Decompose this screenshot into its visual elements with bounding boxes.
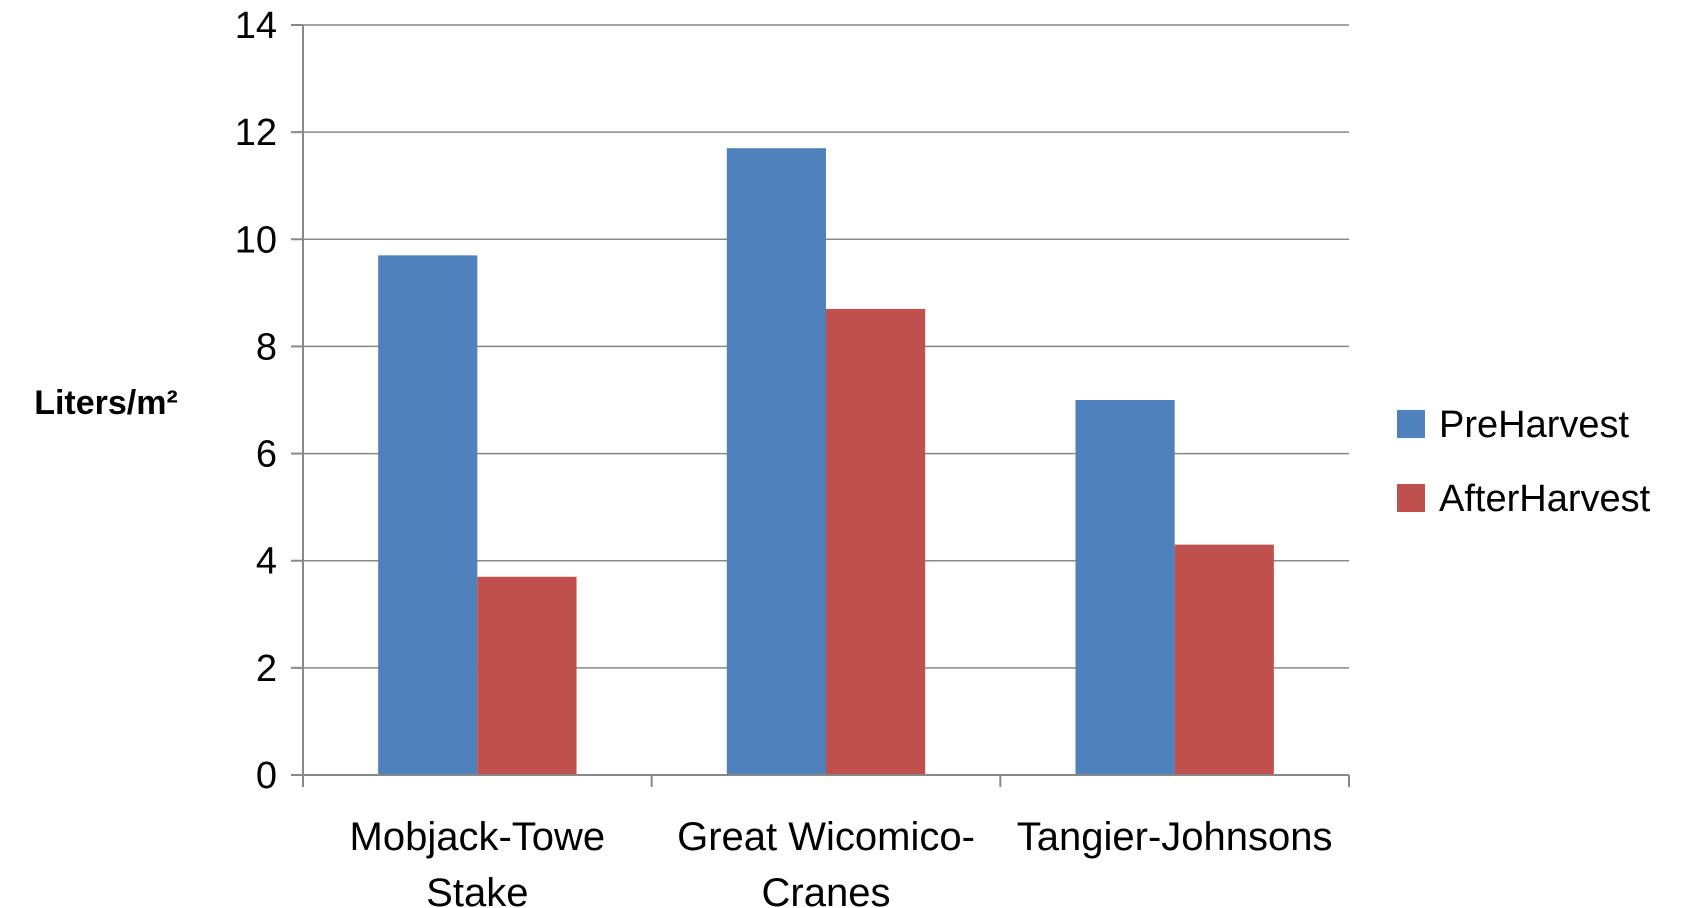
y-tick-label: 6: [256, 434, 277, 476]
bar-preharvest: [726, 148, 826, 775]
legend-label: PreHarvest: [1439, 404, 1629, 446]
y-tick-labels: 0 2 4 6 8 10 12 14: [235, 5, 303, 797]
legend-label: AfterHarvest: [1439, 478, 1651, 520]
y-tick-label: 12: [235, 112, 277, 154]
bar-afterharvest: [826, 308, 926, 775]
x-category-label: Mobjack-Towe Stake: [350, 815, 606, 908]
y-tick-label: 14: [235, 5, 277, 47]
bar-preharvest: [378, 255, 478, 775]
x-category-label: Great Wicomico-Cranes: [677, 815, 975, 908]
legend-swatch: [1397, 410, 1425, 438]
y-tick-label: 4: [256, 541, 277, 583]
legend-swatch: [1397, 484, 1425, 512]
y-tick-label: 2: [256, 648, 277, 690]
y-axis-label: Liters/m²: [34, 384, 178, 422]
bars: [378, 148, 1274, 775]
y-tick-label: 8: [256, 326, 277, 368]
bar-preharvest: [1075, 400, 1175, 775]
x-category-labels: Mobjack-Towe Stake Great Wicomico-Cranes Ta…: [302, 775, 1350, 908]
y-tick-label: 10: [235, 219, 277, 261]
bar-afterharvest: [477, 576, 577, 775]
legend: PreHarvest AfterHarvest: [1397, 404, 1651, 520]
x-category-label: Tangier-Johnsons: [1017, 815, 1333, 859]
y-tick-label: 0: [256, 755, 277, 797]
axes: [302, 25, 1349, 776]
bar-afterharvest: [1174, 544, 1274, 775]
